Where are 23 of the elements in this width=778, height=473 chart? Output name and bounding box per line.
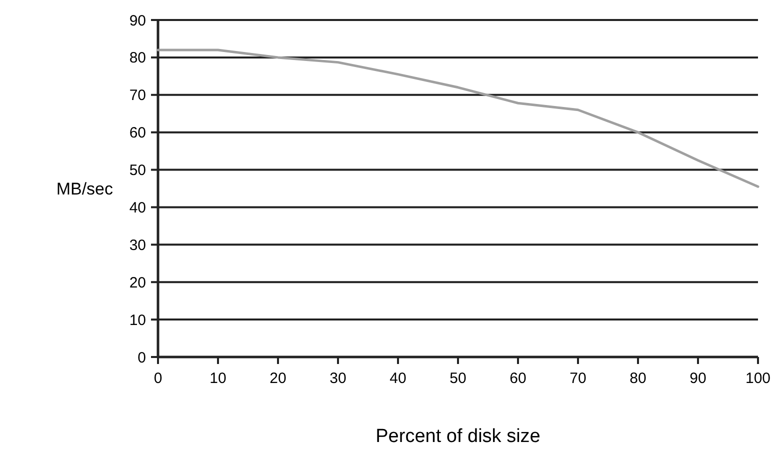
y-axis-title: MB/sec <box>56 179 114 198</box>
y-tick-label: 20 <box>129 274 146 292</box>
x-tick-label: 80 <box>630 370 646 387</box>
x-tick-label: 40 <box>390 370 406 387</box>
y-tick-label: 40 <box>129 199 146 216</box>
x-tick-label: 0 <box>154 370 162 387</box>
y-tick-label: 60 <box>129 124 146 142</box>
x-tick-label: 50 <box>450 370 466 387</box>
y-tick-label: 50 <box>129 162 146 180</box>
y-tick-label: 80 <box>129 50 146 67</box>
x-tick-label: 10 <box>210 370 226 387</box>
x-tick-label: 90 <box>690 370 706 387</box>
y-tick-label: 70 <box>129 87 146 104</box>
x-tick-label: 20 <box>270 370 286 387</box>
x-tick-label: 100 <box>745 370 771 387</box>
x-tick-label: 30 <box>330 370 346 387</box>
y-tick-label: 0 <box>138 349 146 366</box>
x-tick-label: 70 <box>570 370 586 387</box>
y-tick-label: 90 <box>129 12 146 30</box>
x-tick-label: 60 <box>510 370 526 387</box>
y-tick-label: 10 <box>129 312 146 329</box>
x-axis-title: Percent of disk size <box>376 426 540 447</box>
y-tick-label: 30 <box>129 236 146 254</box>
